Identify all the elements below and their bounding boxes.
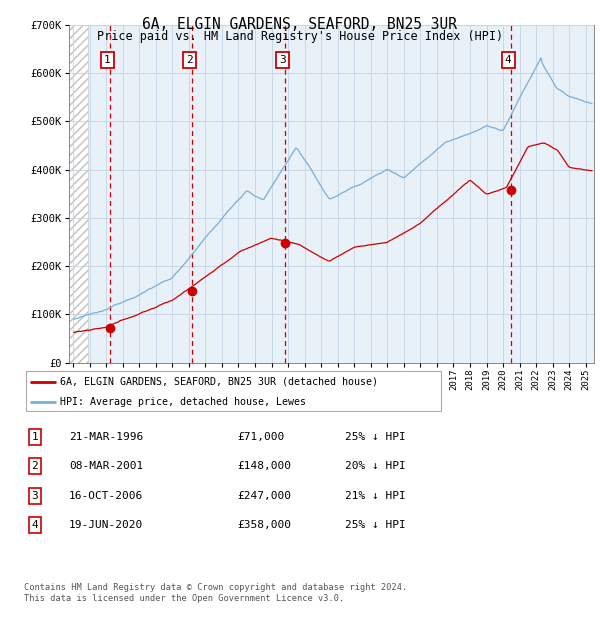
Text: 3: 3: [279, 55, 286, 65]
Text: 08-MAR-2001: 08-MAR-2001: [69, 461, 143, 471]
Text: £247,000: £247,000: [237, 491, 291, 501]
Text: £358,000: £358,000: [237, 520, 291, 530]
Text: 25% ↓ HPI: 25% ↓ HPI: [345, 432, 406, 442]
Text: 2: 2: [186, 55, 193, 65]
Text: 20% ↓ HPI: 20% ↓ HPI: [345, 461, 406, 471]
Text: 19-JUN-2020: 19-JUN-2020: [69, 520, 143, 530]
Text: Price paid vs. HM Land Registry's House Price Index (HPI): Price paid vs. HM Land Registry's House …: [97, 30, 503, 43]
Text: £71,000: £71,000: [237, 432, 284, 442]
Text: 2: 2: [31, 461, 38, 471]
Text: 21-MAR-1996: 21-MAR-1996: [69, 432, 143, 442]
Text: HPI: Average price, detached house, Lewes: HPI: Average price, detached house, Lewe…: [60, 397, 306, 407]
FancyBboxPatch shape: [26, 371, 441, 411]
Text: 4: 4: [31, 520, 38, 530]
Text: 25% ↓ HPI: 25% ↓ HPI: [345, 520, 406, 530]
Text: 1: 1: [104, 55, 111, 65]
Text: 21% ↓ HPI: 21% ↓ HPI: [345, 491, 406, 501]
Text: 1: 1: [31, 432, 38, 442]
Text: 4: 4: [505, 55, 512, 65]
Text: £148,000: £148,000: [237, 461, 291, 471]
Text: 3: 3: [31, 491, 38, 501]
Text: 6A, ELGIN GARDENS, SEAFORD, BN25 3UR: 6A, ELGIN GARDENS, SEAFORD, BN25 3UR: [143, 17, 458, 32]
Text: This data is licensed under the Open Government Licence v3.0.: This data is licensed under the Open Gov…: [24, 594, 344, 603]
Text: Contains HM Land Registry data © Crown copyright and database right 2024.: Contains HM Land Registry data © Crown c…: [24, 583, 407, 592]
Text: 6A, ELGIN GARDENS, SEAFORD, BN25 3UR (detached house): 6A, ELGIN GARDENS, SEAFORD, BN25 3UR (de…: [60, 377, 378, 387]
Text: 16-OCT-2006: 16-OCT-2006: [69, 491, 143, 501]
